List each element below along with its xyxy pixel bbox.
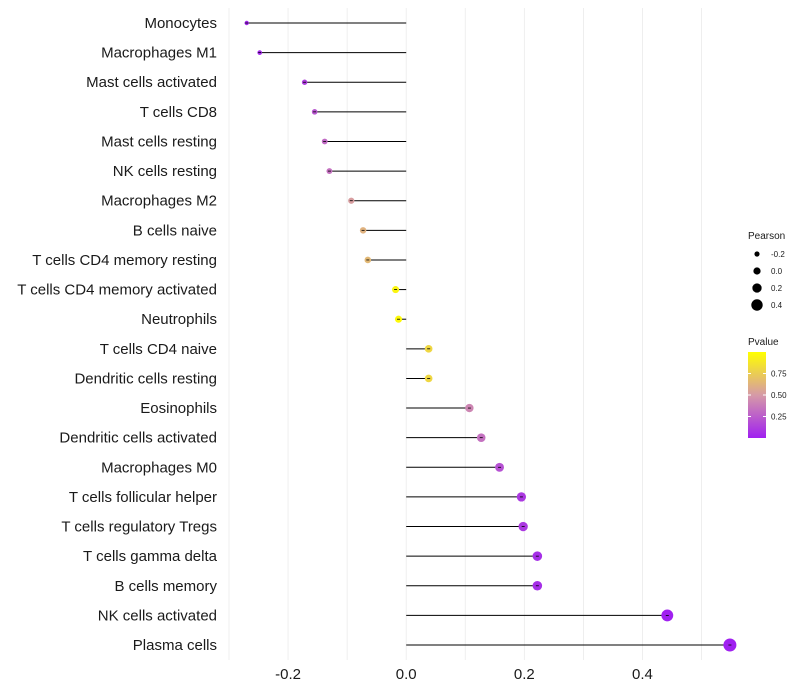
color-legend-colorbar [748,352,766,438]
size-legend-key [752,283,762,293]
category-label: T cells CD4 memory resting [32,252,217,269]
category-label: Macrophages M0 [101,459,217,476]
category-label: T cells follicular helper [69,489,217,506]
category-label: NK cells activated [98,607,217,624]
size-legend-key [754,251,760,257]
x-tick-label: -0.2 [275,666,301,683]
x-tick-label: 0.0 [396,666,417,683]
category-label: T cells CD8 [140,104,217,121]
category-label: Plasma cells [133,637,217,654]
category-label: T cells CD4 memory activated [17,282,217,299]
category-label: NK cells resting [113,163,217,180]
stem-layer [246,22,730,646]
category-label: T cells gamma delta [83,548,218,565]
category-label: Macrophages M1 [101,45,217,62]
color-legend-label: 0.75 [771,370,787,379]
category-label: Monocytes [144,15,217,32]
size-legend-label: 0.2 [771,284,783,293]
category-labels: Monocytes Macrophages M1 Mast cells activa… [17,15,217,654]
size-legend-key [753,267,761,275]
x-tick-label: 0.2 [514,666,535,683]
category-label: B cells memory [114,578,217,595]
category-label: Dendritic cells resting [74,370,217,387]
category-label: T cells regulatory Tregs [61,519,217,536]
point-layer [244,20,737,652]
x-axis-tick-labels: -0.2 0.0 0.2 0.4 [275,666,653,683]
category-label: B cells naive [133,222,217,239]
color-legend-label: 0.50 [771,391,787,400]
category-label: Eosinophils [140,400,217,417]
category-label: Macrophages M2 [101,193,217,210]
category-label: Mast cells resting [101,133,217,150]
x-tick-label: 0.4 [632,666,653,683]
color-legend-title: Pvalue [748,337,779,348]
category-label: Neutrophils [141,311,217,328]
color-legend: Pvalue 0.25 0.50 0.75 [748,337,787,438]
size-legend-label: -0.2 [771,250,785,259]
category-label: T cells CD4 naive [100,341,217,358]
grid-layer [228,8,702,660]
size-legend-label: 0.0 [771,267,783,276]
category-label: Dendritic cells activated [59,430,217,447]
color-legend-label: 0.25 [771,413,787,422]
category-label: Mast cells activated [86,74,217,91]
size-legend-key [751,299,763,311]
size-legend: Pearson -0.2 0.0 0.2 0.4 [748,231,785,311]
size-legend-title: Pearson [748,231,785,242]
size-legend-label: 0.4 [771,301,783,310]
